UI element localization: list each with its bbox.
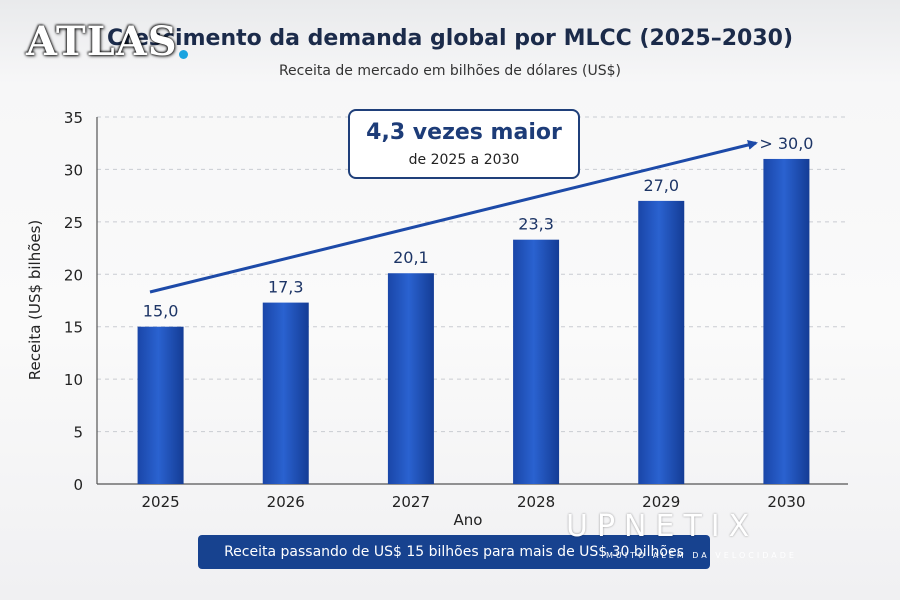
atlas-logo-dot bbox=[179, 50, 188, 59]
y-tick-label: 15 bbox=[64, 319, 83, 337]
chart-title: Crescimento da demanda global por MLCC (… bbox=[107, 26, 793, 51]
data-label: 15,0 bbox=[143, 302, 179, 321]
annotation-title: 4,3 vezes maior bbox=[366, 120, 562, 145]
data-label: 27,0 bbox=[643, 176, 679, 195]
x-axis-title: Ano bbox=[454, 511, 483, 529]
y-axis-title: Receita (US$ bilhões) bbox=[26, 220, 44, 381]
y-tick-label: 25 bbox=[64, 214, 83, 232]
footer-text: Receita passando de US$ 15 bilhões para … bbox=[224, 544, 684, 560]
y-tick-label: 10 bbox=[64, 371, 83, 389]
y-tick-label: 5 bbox=[73, 424, 83, 442]
bar bbox=[262, 302, 309, 484]
atlas-logo: ATLAS bbox=[26, 18, 178, 65]
data-label: 17,3 bbox=[268, 278, 304, 297]
data-label: 23,3 bbox=[518, 215, 554, 234]
upnetix-tagline: MUITO ALÉM DA VELOCIDADE bbox=[606, 551, 797, 560]
bar bbox=[387, 273, 434, 484]
data-labels: 15,0 17,3 20,1 23,3 27,0 > 30,0 bbox=[143, 134, 814, 321]
bar bbox=[513, 239, 560, 484]
y-tick-label: 35 bbox=[64, 109, 83, 127]
data-label: > 30,0 bbox=[759, 134, 813, 153]
bar bbox=[137, 326, 184, 484]
chart-subtitle: Receita de mercado em bilhões de dólares… bbox=[278, 63, 622, 79]
bars bbox=[137, 158, 810, 484]
x-tick-label: 2028 bbox=[517, 493, 555, 511]
data-label: 20,1 bbox=[393, 248, 429, 267]
y-tick-label: 30 bbox=[64, 161, 83, 179]
x-tick-label: 2030 bbox=[767, 493, 805, 511]
x-tick-label: 2027 bbox=[392, 493, 430, 511]
x-tick-label: 2026 bbox=[267, 493, 305, 511]
y-tick-label: 0 bbox=[73, 476, 83, 494]
bar bbox=[763, 158, 810, 484]
x-tick-label: 2029 bbox=[642, 493, 680, 511]
y-tick-label: 20 bbox=[64, 266, 83, 284]
bar bbox=[638, 200, 685, 484]
gridlines bbox=[97, 116, 848, 433]
annotation-callout-box bbox=[348, 109, 580, 179]
annotation-subtitle: de 2025 a 2030 bbox=[408, 152, 520, 168]
upnetix-logo: UPNETIX bbox=[566, 509, 759, 544]
footer-banner bbox=[198, 535, 710, 569]
x-tick-label: 2025 bbox=[141, 493, 179, 511]
trend-arrow bbox=[149, 140, 758, 294]
